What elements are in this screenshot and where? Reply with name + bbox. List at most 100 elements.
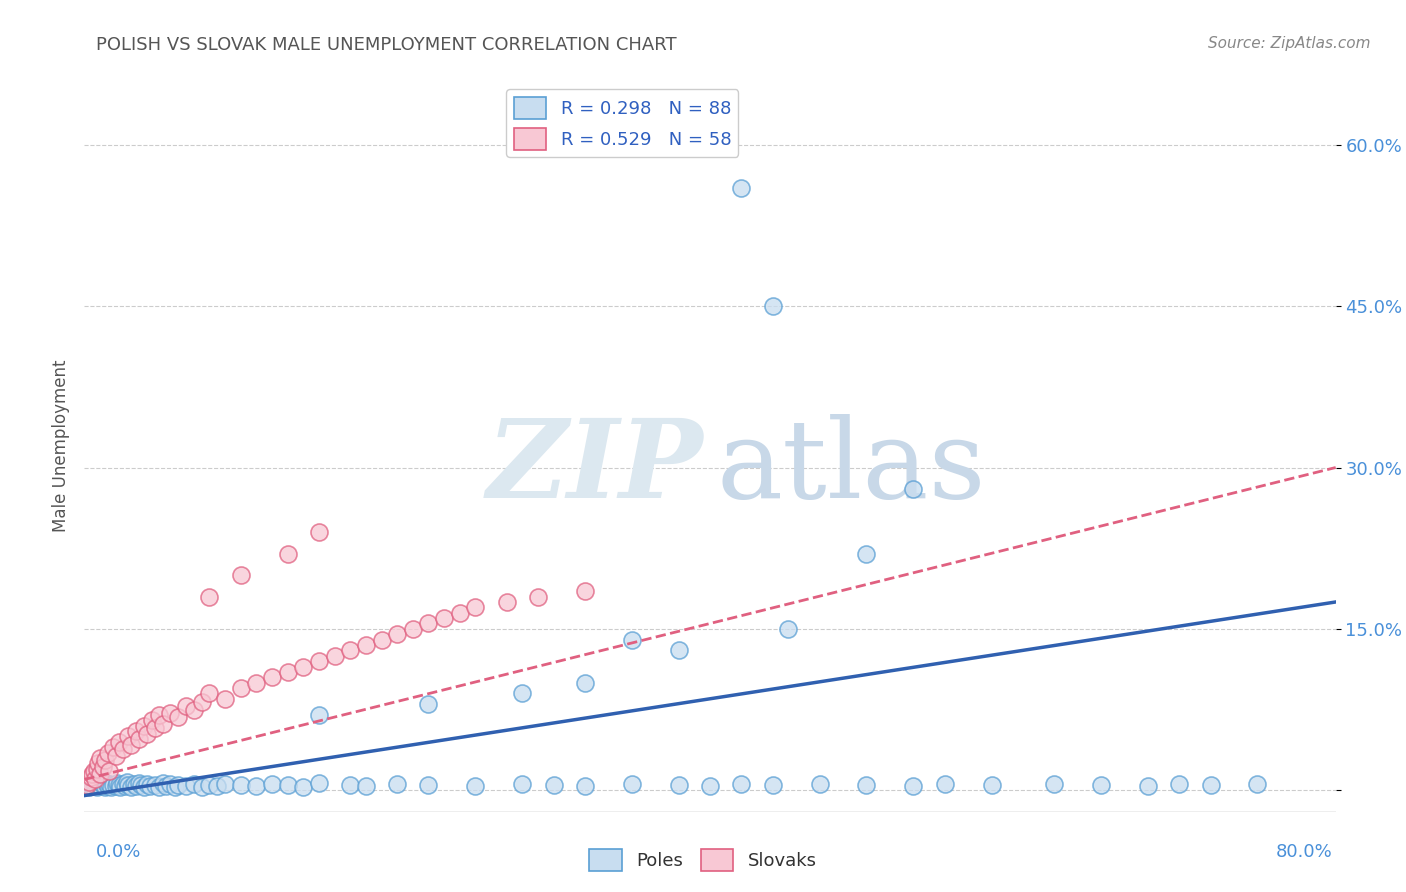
Text: 0.0%: 0.0% (96, 843, 141, 861)
Point (84, 772, 107, 787)
Point (308, 654, 330, 668)
Point (1090, 778, 1112, 792)
Point (190, 780, 212, 794)
Point (77, 774, 100, 789)
Point (117, 778, 139, 792)
Point (762, 778, 785, 792)
Point (808, 777, 831, 791)
Point (198, 778, 221, 792)
Point (418, 616, 440, 631)
Point (620, 632, 643, 647)
Point (128, 775, 150, 789)
Text: Source: ZipAtlas.com: Source: ZipAtlas.com (1208, 36, 1371, 51)
Point (543, 778, 565, 792)
Point (87, 756, 110, 771)
Point (308, 707, 330, 722)
Point (229, 778, 252, 792)
Point (292, 659, 315, 673)
Point (112, 742, 135, 756)
Point (93, 780, 115, 794)
Point (323, 648, 346, 663)
Point (464, 600, 486, 615)
Point (574, 584, 596, 599)
Point (183, 702, 205, 716)
Point (245, 675, 267, 690)
Point (86, 780, 108, 794)
Point (855, 778, 877, 792)
Legend: Poles, Slovaks: Poles, Slovaks (582, 842, 824, 879)
Point (762, 299, 785, 313)
Point (167, 778, 190, 792)
Y-axis label: Male Unemployment: Male Unemployment (52, 359, 70, 533)
Point (339, 643, 361, 657)
Point (778, 622, 800, 636)
Point (354, 638, 377, 652)
Point (277, 547, 299, 561)
Point (107, 735, 129, 749)
Point (132, 719, 155, 733)
Point (165, 780, 187, 794)
Point (574, 675, 596, 690)
Point (128, 731, 150, 746)
Point (385, 777, 409, 791)
Point (262, 777, 284, 791)
Point (512, 686, 534, 700)
Point (79, 777, 101, 791)
Point (980, 778, 1002, 792)
Point (86, 762, 108, 776)
Point (370, 632, 392, 647)
Point (91, 778, 114, 792)
Point (136, 777, 159, 791)
Point (214, 691, 236, 706)
Point (143, 721, 166, 735)
Point (214, 777, 236, 791)
Point (699, 779, 721, 793)
Point (449, 606, 471, 620)
Point (1043, 777, 1066, 791)
Point (136, 727, 159, 741)
Point (855, 547, 877, 561)
Point (120, 780, 142, 794)
Point (143, 778, 166, 792)
Point (89, 779, 111, 793)
Point (79, 770, 101, 784)
Point (277, 665, 299, 679)
Point (418, 778, 440, 792)
Point (198, 590, 221, 604)
Point (98, 777, 121, 791)
Point (125, 779, 148, 793)
Point (98, 764, 121, 778)
Point (229, 681, 252, 695)
Point (354, 779, 377, 793)
Point (91, 759, 114, 773)
Point (190, 695, 212, 709)
Point (148, 707, 170, 722)
Point (120, 738, 142, 752)
Point (77, 780, 100, 794)
Point (495, 595, 517, 609)
Point (183, 777, 205, 791)
Point (114, 779, 136, 793)
Point (89, 751, 111, 765)
Point (418, 697, 440, 711)
Point (402, 622, 425, 636)
Point (129, 778, 152, 792)
Point (155, 779, 177, 793)
Point (124, 777, 146, 791)
Point (152, 716, 174, 731)
Point (117, 730, 139, 744)
Point (730, 181, 752, 195)
Point (82, 767, 104, 781)
Point (308, 524, 330, 539)
Text: POLISH VS SLOVAK MALE UNEMPLOYMENT CORRELATION CHART: POLISH VS SLOVAK MALE UNEMPLOYMENT CORRE… (96, 36, 676, 54)
Point (97, 746, 120, 760)
Point (512, 777, 534, 791)
Point (101, 740, 124, 755)
Point (132, 780, 155, 794)
Point (96, 775, 118, 789)
Point (159, 777, 181, 791)
Point (107, 778, 129, 792)
Point (903, 482, 925, 496)
Point (229, 568, 252, 582)
Point (527, 590, 550, 604)
